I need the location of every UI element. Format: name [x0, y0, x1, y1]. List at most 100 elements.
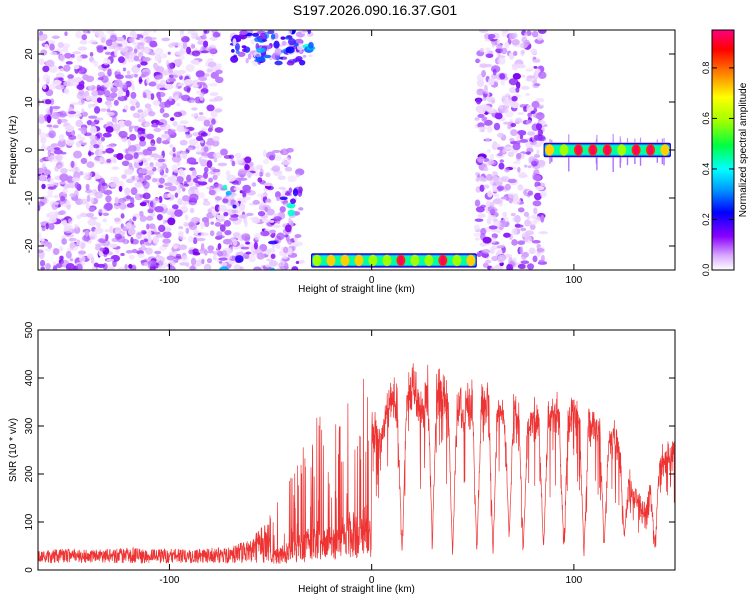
tone-peak-core	[648, 145, 654, 155]
noise-blob	[85, 189, 93, 194]
noise-blob	[68, 182, 77, 189]
y-tick-label: 0	[24, 147, 35, 153]
noise-blob	[58, 110, 67, 118]
noise-blob	[90, 216, 98, 220]
noise-blob	[491, 237, 497, 244]
noise-blob	[45, 59, 55, 68]
noise-blob	[137, 127, 144, 135]
noise-blob	[168, 77, 176, 82]
noise-blob	[517, 207, 525, 213]
noise-blob	[476, 88, 485, 96]
noise-blob	[100, 136, 105, 142]
noise-blob	[241, 233, 251, 241]
noise-blob	[87, 171, 93, 178]
noise-blob	[487, 190, 493, 198]
noise-blob	[538, 71, 547, 79]
noise-blob	[108, 243, 118, 248]
noise-blob	[207, 61, 217, 68]
noise-blob	[154, 74, 164, 80]
noise-blob	[286, 60, 295, 66]
noise-blob	[533, 207, 538, 215]
noise-blob	[46, 115, 52, 124]
noise-blob	[503, 232, 511, 238]
noise-blob	[483, 184, 490, 189]
noise-blob	[533, 107, 538, 113]
noise-hot-blob	[225, 190, 232, 196]
noise-blob	[231, 160, 236, 167]
x-axis-label: Height of straight line (km)	[298, 584, 415, 595]
noise-blob	[263, 182, 273, 187]
noise-blob	[60, 195, 66, 202]
noise-blob	[488, 159, 495, 165]
noise-blob	[64, 125, 75, 133]
noise-blob	[65, 263, 75, 270]
noise-blob	[167, 62, 174, 70]
noise-blob	[501, 106, 509, 114]
noise-blob	[485, 259, 492, 264]
noise-blob	[487, 78, 492, 86]
noise-blob	[498, 104, 504, 110]
noise-blob	[174, 192, 179, 198]
noise-blob	[525, 151, 531, 155]
noise-blob	[496, 185, 505, 191]
noise-blob	[532, 255, 538, 263]
noise-blob	[481, 116, 487, 122]
noise-blob	[192, 248, 199, 255]
noise-blob	[536, 34, 543, 41]
noise-blob	[517, 263, 527, 270]
noise-blob	[219, 224, 226, 232]
noise-blob	[486, 218, 492, 225]
tone-peak	[340, 254, 350, 267]
tone-peak	[368, 254, 378, 267]
noise-blob	[110, 92, 118, 98]
noise-hot-blob	[219, 266, 229, 270]
noise-blob	[489, 250, 495, 254]
noise-blob	[143, 157, 152, 161]
noise-blob	[124, 104, 129, 111]
noise-blob	[203, 166, 209, 173]
spectral-region	[473, 30, 548, 270]
noise-blob	[510, 122, 517, 128]
noise-blob	[186, 157, 197, 164]
colorbar-tick-label: 0.4	[701, 163, 711, 176]
colorbar-tick-label: 0.2	[701, 213, 711, 226]
noise-blob	[162, 231, 172, 239]
noise-blob	[79, 212, 88, 218]
noise-blob	[38, 116, 45, 124]
noise-blob	[180, 151, 187, 159]
noise-blob	[89, 144, 94, 152]
noise-blob	[38, 251, 45, 260]
noise-blob	[40, 174, 46, 182]
noise-blob	[535, 97, 545, 103]
noise-blob	[510, 212, 516, 217]
noise-blob	[158, 224, 166, 233]
noise-blob	[77, 46, 88, 51]
noise-blob	[525, 230, 534, 236]
noise-blob	[91, 59, 96, 64]
noise-blob	[476, 252, 482, 258]
noise-blob	[507, 192, 516, 199]
noise-blob	[190, 43, 195, 50]
noise-blob	[118, 185, 123, 192]
noise-blob	[94, 172, 100, 176]
noise-blob	[216, 214, 226, 220]
noise-hot-blob	[255, 56, 266, 62]
noise-blob	[38, 201, 45, 207]
noise-blob	[143, 162, 149, 167]
noise-blob	[88, 103, 92, 109]
noise-blob	[477, 213, 486, 218]
noise-blob	[96, 132, 103, 138]
noise-blob	[519, 135, 524, 140]
noise-blob	[534, 83, 541, 87]
noise-blob	[507, 151, 515, 157]
noise-blob	[47, 189, 54, 195]
noise-blob	[508, 52, 515, 60]
noise-blob	[215, 69, 223, 75]
noise-blob	[500, 78, 506, 86]
noise-blob	[40, 266, 46, 270]
noise-blob	[174, 50, 184, 56]
noise-blob	[535, 122, 543, 131]
noise-blob	[531, 240, 541, 244]
noise-blob	[94, 106, 101, 114]
noise-blob	[109, 176, 116, 182]
